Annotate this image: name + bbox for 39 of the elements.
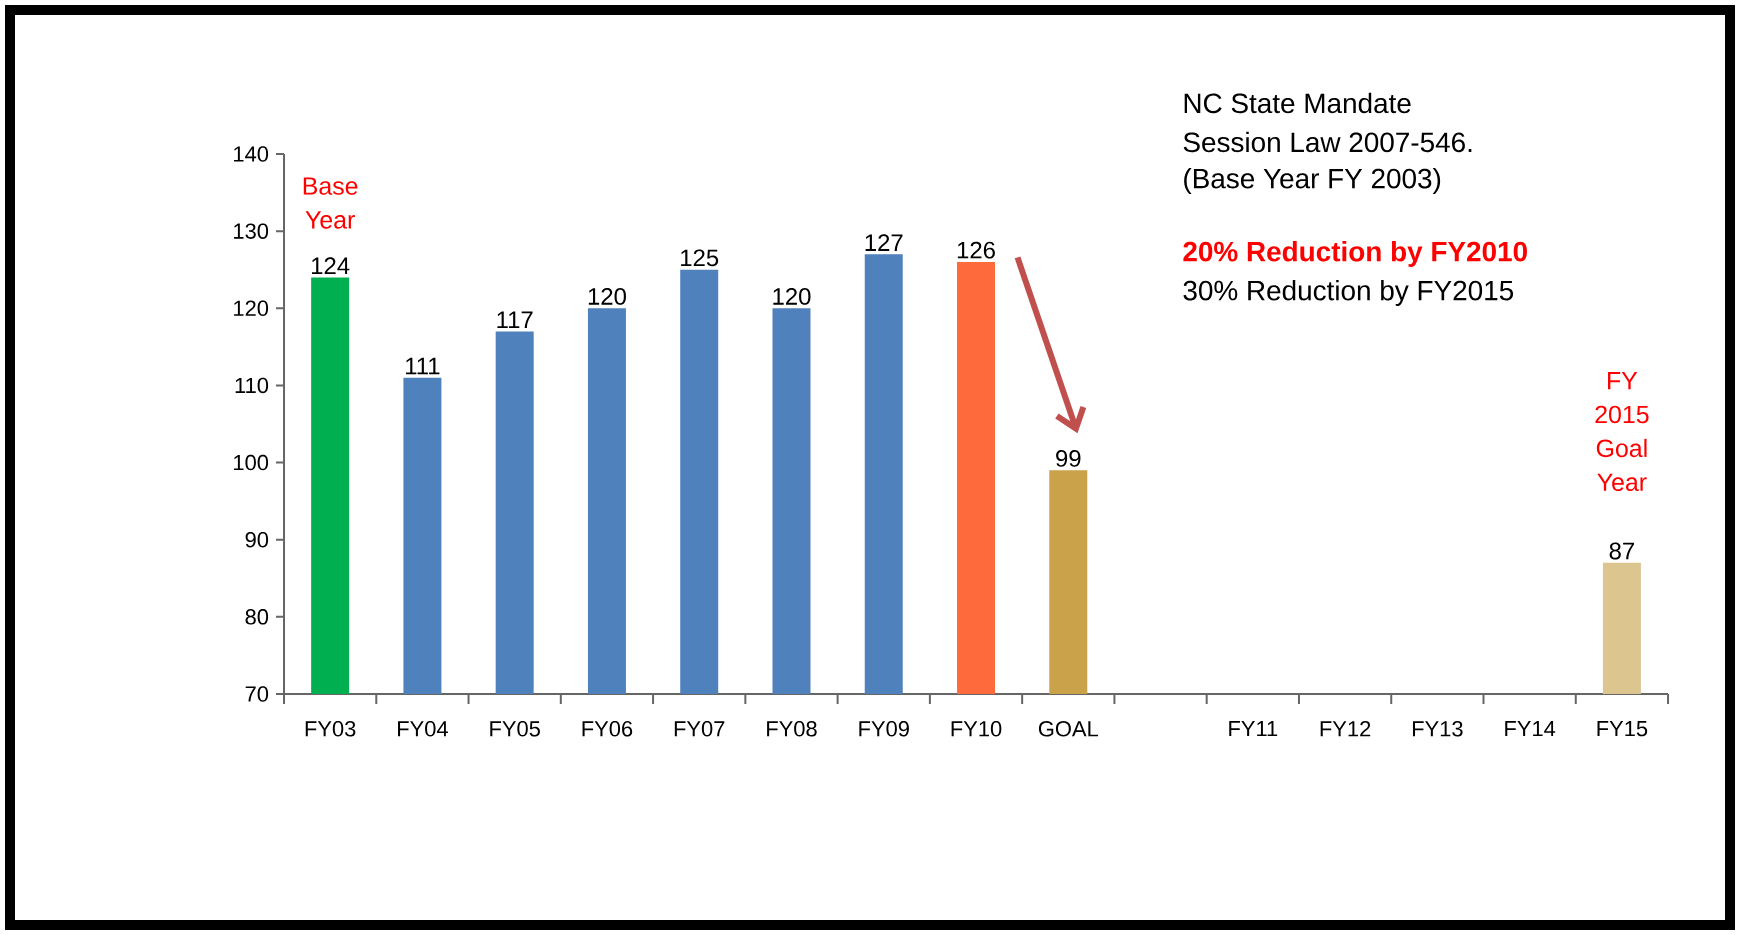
data-label: 125: [681, 249, 719, 267]
y-tick-label: 130: [234, 223, 269, 239]
data-label: 99: [1056, 449, 1081, 467]
x-tick-label: FY10: [951, 721, 1002, 737]
x-tick-label: FY07: [674, 721, 725, 737]
x-tick-label: FY14: [1505, 721, 1556, 737]
x-tick-label: FY04: [398, 721, 448, 737]
data-label: 120: [773, 287, 811, 305]
data-label: 127: [865, 234, 903, 251]
data-label: 124: [312, 257, 350, 275]
y-tick-label: 70: [245, 686, 269, 702]
y-tick-label: 140: [234, 146, 269, 162]
text: NC State Mandate: [1184, 92, 1411, 114]
x-tick-label: FY13: [1412, 721, 1463, 737]
annotation: (Base Year FY 2003): [1184, 167, 1441, 194]
data-label: 87: [1609, 542, 1634, 560]
x-tick-label: GOAL: [1038, 721, 1099, 737]
data-label: 126: [957, 241, 995, 259]
y-tick-label: 90: [245, 531, 269, 548]
annotation: 20% Reduction by FY2010: [1183, 240, 1527, 267]
x-tick-label: FY08: [767, 721, 817, 737]
y-tick-label: 100: [234, 454, 269, 471]
x-tick-label: FY09: [859, 721, 909, 737]
text: Session Law 2007-546.: [1183, 131, 1472, 153]
data-label: 120: [588, 287, 626, 305]
y-tick-label: 120: [234, 300, 269, 317]
y-tick-label: 110: [235, 377, 269, 394]
x-tick-label: FY15: [1597, 721, 1648, 737]
x-tick-label: FY12: [1320, 721, 1371, 737]
annotation: Base Year: [303, 177, 358, 229]
annotation: FY 2015 Goal Year: [1595, 372, 1649, 492]
x-tick-label: FY06: [582, 721, 633, 737]
x-tick-label: FY05: [490, 721, 540, 737]
x-tick-label: FY11: [1229, 721, 1278, 737]
y-tick-label: 80: [245, 609, 269, 625]
data-label: 117: [497, 311, 533, 329]
annotation: 30% Reduction by FY2015: [1183, 279, 1514, 306]
data-label: 111: [406, 357, 440, 375]
x-tick-label: FY03: [305, 721, 356, 737]
